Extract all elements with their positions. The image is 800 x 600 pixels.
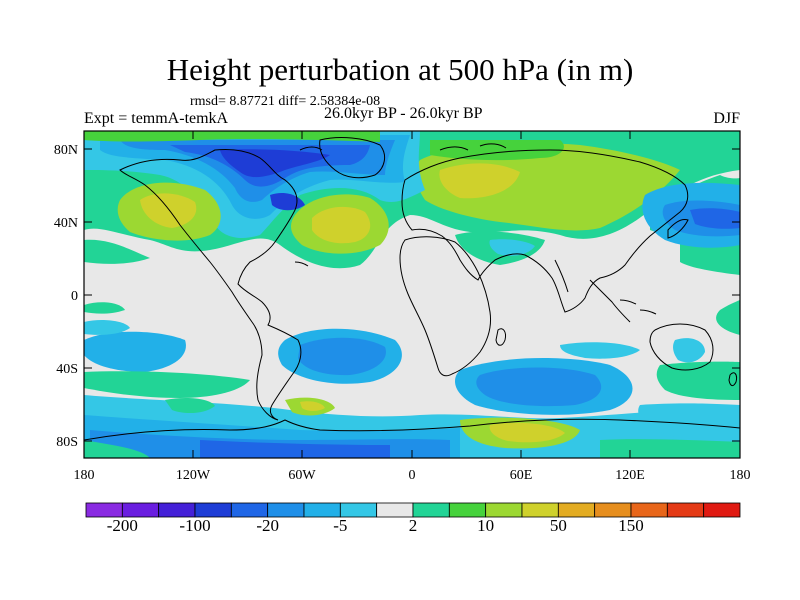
colorbar-label: 2: [408, 516, 418, 535]
colorbar-label: 10: [477, 516, 495, 535]
colorbar-swatch: [339, 502, 378, 518]
colorbar-swatch: [448, 502, 487, 518]
lat-labels: 80N 40N 0 40S 80S: [54, 143, 78, 450]
lon-tick-120e: 120E: [615, 468, 645, 483]
colorbar-swatch: [521, 502, 559, 518]
colorbar-swatch: [594, 502, 632, 518]
season-label: DJF: [713, 110, 740, 127]
colorbar-swatch: [376, 502, 414, 518]
colorbar-label: 150: [618, 516, 644, 535]
colorbar-label: -100: [179, 516, 211, 535]
lat-tick-80n: 80N: [54, 143, 78, 158]
lon-tick-120w: 120W: [176, 468, 211, 483]
experiment-label: Expt = temmA-temkA: [84, 110, 229, 127]
colorbar-swatch: [121, 502, 160, 518]
colorbar: [85, 502, 741, 518]
colorbar-swatch: [412, 502, 450, 518]
colorbar-swatch: [267, 502, 305, 518]
colorbar-swatch: [303, 502, 341, 518]
map-title: Height perturbation at 500 hPa (in m): [166, 52, 634, 87]
lon-tick-60e: 60E: [510, 468, 533, 483]
lon-tick-180e: 180: [730, 468, 751, 483]
colorbar-swatch: [703, 502, 741, 518]
lon-tick-60w: 60W: [288, 468, 316, 483]
colorbar-swatch: [158, 502, 196, 518]
stats-label: rmsd= 8.87721 diff= 2.58384e-08: [190, 94, 381, 109]
colorbar-label: 50: [549, 516, 567, 535]
lat-tick-marks: [84, 148, 740, 442]
lat-tick-80s: 80S: [56, 435, 78, 450]
colorbar-swatch: [85, 502, 123, 518]
lon-tick-marks: [83, 131, 741, 458]
lat-tick-40s: 40S: [56, 362, 78, 377]
lon-tick-0: 0: [409, 468, 416, 483]
colorbar-swatch: [230, 502, 269, 518]
contour-field: [84, 131, 740, 458]
colorbar-swatch: [485, 502, 523, 518]
colorbar-swatch: [557, 502, 596, 518]
lat-tick-40n: 40N: [54, 216, 78, 231]
colorbar-swatch: [630, 502, 668, 518]
lon-tick-180w: 180: [74, 468, 95, 483]
colorbar-swatch: [666, 502, 705, 518]
colorbar-label: -200: [106, 516, 138, 535]
period-label: 26.0kyr BP - 26.0kyr BP: [324, 105, 483, 122]
colorbar-label: -5: [333, 516, 348, 535]
lon-labels: 180 120W 60W 0 60E 120E 180: [74, 468, 751, 483]
coastlines: [84, 137, 740, 441]
colorbar-swatch: [194, 502, 232, 518]
lat-tick-0: 0: [71, 289, 78, 304]
colorbar-label: -20: [256, 516, 279, 535]
